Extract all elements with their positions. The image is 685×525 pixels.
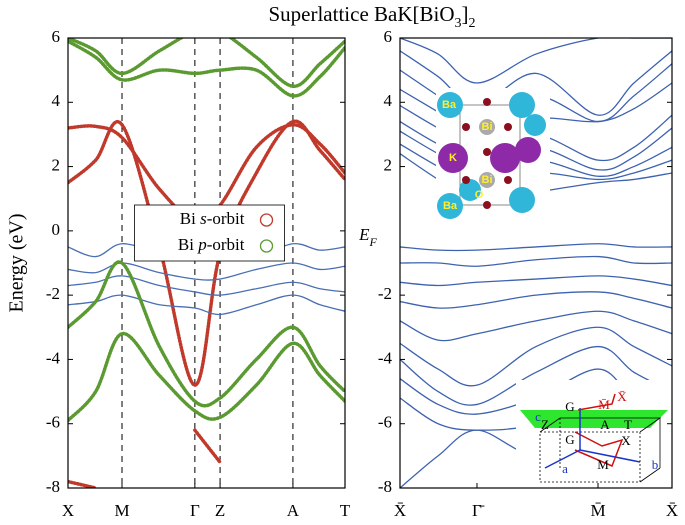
x-tick-label: M — [114, 501, 129, 520]
legend-marker — [259, 239, 274, 253]
orbital-weight — [68, 428, 222, 488]
x-tick-label: Γ — [190, 501, 200, 520]
y-tick-label: 2 — [384, 155, 393, 174]
legend-label: Bi s-orbit — [180, 209, 245, 228]
inset-label: Z — [541, 417, 549, 432]
orbital-weight — [68, 260, 345, 408]
inset-label: T — [624, 417, 632, 432]
x-tick-label: X — [62, 501, 74, 520]
legend-marker — [259, 213, 274, 227]
band-line — [400, 310, 672, 342]
y-tick-label: -8 — [46, 477, 60, 496]
band-line — [68, 429, 221, 488]
x-tick-label: M̄ — [590, 501, 605, 520]
plot-frame — [399, 37, 673, 489]
inset-label: b — [652, 457, 659, 472]
band-line — [400, 255, 672, 267]
text-part: s — [200, 209, 207, 228]
plot-frame — [67, 37, 346, 489]
inset-label: M̄ — [598, 397, 610, 412]
legend-box — [134, 204, 285, 262]
y-tick-label: 6 — [52, 27, 61, 46]
text-part: p — [197, 235, 207, 254]
y-tick-label: -2 — [378, 284, 392, 303]
text-part: -orbit — [207, 209, 245, 228]
inset-label: K — [449, 152, 457, 164]
band-line — [400, 291, 672, 309]
inset-label: G — [565, 399, 574, 414]
inset-label: c — [535, 409, 541, 424]
y-tick-label: -4 — [378, 348, 393, 367]
orbital-weight — [68, 38, 345, 88]
y-tick-label: -4 — [46, 348, 61, 367]
x-tick-label: X̄ — [666, 501, 678, 520]
inset-label: Bi — [482, 121, 493, 133]
band-line — [68, 262, 345, 281]
y-tick-label: 0 — [52, 220, 61, 239]
inset-label: O — [475, 189, 484, 201]
band-line — [68, 40, 345, 97]
x-tick-label: Γ̄ — [472, 501, 485, 520]
text-part: Superlattice BaK[BiO — [268, 2, 454, 26]
chart-title: Superlattice BaK[BiO3]2 — [268, 2, 475, 31]
band-line — [400, 326, 672, 387]
inset-label: M — [597, 457, 609, 472]
text-part: Bi — [180, 209, 200, 228]
orbital-weight — [68, 331, 345, 423]
y-tick-label: 2 — [52, 155, 61, 174]
bz-inset — [516, 380, 672, 488]
y-tick-label: -2 — [46, 284, 60, 303]
y-tick-label: -8 — [378, 477, 392, 496]
band-line — [400, 243, 672, 252]
band-line — [68, 38, 345, 87]
y-tick-label: -6 — [378, 413, 392, 432]
insets: Ba Bi K Bi O Ba cZ A T G XMa b G M̄ X̄ — [436, 88, 672, 488]
inset-label: Ba — [442, 99, 457, 111]
y-tick-label: 4 — [52, 91, 61, 110]
inset-label: Ba — [443, 200, 458, 212]
text-part: ] — [462, 2, 469, 26]
x-tick-label: Z — [215, 501, 225, 520]
band-line — [68, 294, 345, 316]
text-part: F — [369, 235, 378, 249]
x-tick-label: T — [340, 501, 351, 520]
inset-label: A — [600, 417, 610, 432]
x-tick-label: X̄ — [394, 501, 406, 520]
text-part: 2 — [469, 16, 476, 31]
left-plot-area — [68, 38, 345, 488]
x-tick-label: A — [287, 501, 300, 520]
text-part: E — [358, 225, 370, 244]
crystal — [437, 92, 546, 219]
fermi-label: EF — [358, 225, 377, 249]
orbital-weight — [68, 39, 345, 98]
text-part: Bi — [178, 235, 198, 254]
y-axis-label: Energy (eV) — [6, 213, 28, 312]
band-line — [400, 50, 672, 116]
inset-label: X — [621, 433, 631, 448]
orbital-weight — [68, 119, 345, 387]
y-tick-label: 4 — [384, 91, 393, 110]
band-line — [400, 275, 672, 287]
inset-label: X̄ — [617, 389, 627, 404]
inset-label: a — [562, 461, 568, 476]
brillouin-zone — [520, 393, 668, 483]
legend-label: Bi p-orbit — [178, 235, 245, 254]
text-part: -orbit — [207, 235, 245, 254]
y-tick-label: -6 — [46, 413, 60, 432]
inset-label: Bi — [482, 174, 493, 186]
band-line — [68, 275, 345, 296]
band-line — [400, 345, 672, 406]
band-line — [400, 38, 672, 84]
y-tick-label: 6 — [384, 27, 393, 46]
text-part: 3 — [455, 16, 462, 31]
inset-label: G — [565, 432, 574, 447]
